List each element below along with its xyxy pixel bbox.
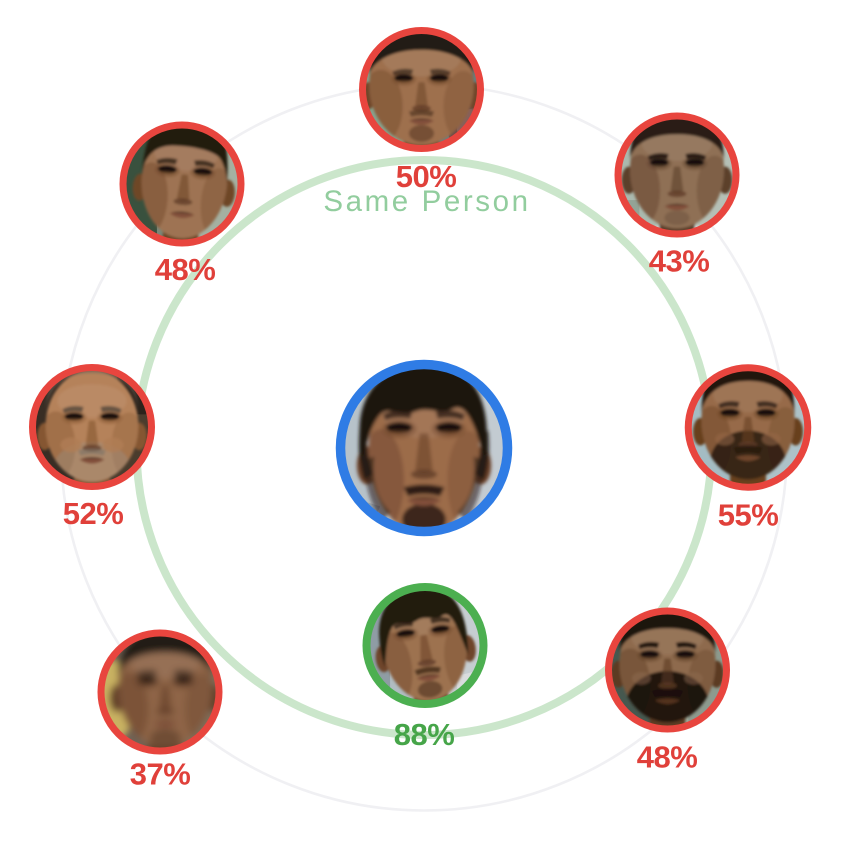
svg-text:43%: 43% [649, 243, 710, 278]
svg-text:52%: 52% [63, 496, 124, 531]
svg-text:Same Person: Same Person [323, 185, 530, 218]
svg-text:37%: 37% [130, 756, 191, 791]
svg-text:50%: 50% [396, 159, 457, 194]
svg-text:55%: 55% [718, 497, 779, 532]
svg-text:48%: 48% [155, 252, 216, 287]
svg-text:88%: 88% [394, 717, 455, 752]
svg-text:48%: 48% [637, 739, 698, 774]
